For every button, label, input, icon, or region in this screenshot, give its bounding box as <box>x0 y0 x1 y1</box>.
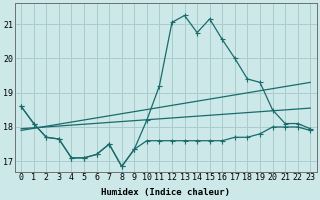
X-axis label: Humidex (Indice chaleur): Humidex (Indice chaleur) <box>101 188 230 197</box>
